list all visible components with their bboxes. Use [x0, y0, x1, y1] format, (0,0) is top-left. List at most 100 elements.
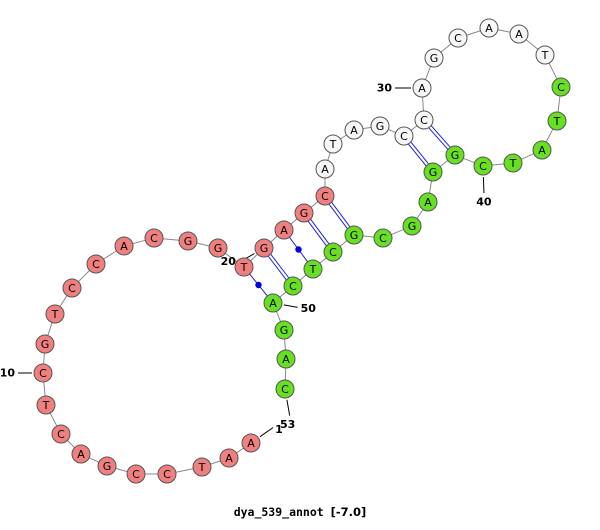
- nucleotide-circle[interactable]: [126, 464, 146, 484]
- nucleotide-circle[interactable]: [219, 448, 239, 468]
- nucleotide-19[interactable]: T: [234, 257, 254, 277]
- nucleotide-51[interactable]: G: [274, 320, 294, 340]
- nucleotide-circle[interactable]: [503, 153, 523, 173]
- nucleotide-circle[interactable]: [254, 238, 274, 258]
- nucleotide-circle[interactable]: [263, 293, 283, 313]
- nucleotide-circle[interactable]: [33, 363, 53, 383]
- nucleotide-48[interactable]: T: [303, 259, 323, 279]
- nucleotide-circle[interactable]: [303, 259, 323, 279]
- nucleotide-24[interactable]: A: [315, 159, 335, 179]
- nucleotide-46[interactable]: G: [344, 225, 364, 245]
- nucleotide-11[interactable]: G: [35, 334, 55, 354]
- nucleotide-43[interactable]: A: [418, 192, 438, 212]
- nucleotide-12[interactable]: T: [45, 304, 65, 324]
- nucleotide-29[interactable]: C: [414, 110, 434, 130]
- nucleotide-47[interactable]: C: [323, 242, 343, 262]
- nucleotide-circle[interactable]: [241, 433, 261, 453]
- nucleotide-49[interactable]: C: [283, 276, 303, 296]
- nucleotide-2[interactable]: A: [219, 448, 239, 468]
- nucleotide-circle[interactable]: [423, 162, 443, 182]
- nucleotide-39[interactable]: T: [503, 153, 523, 173]
- nucleotide-circle[interactable]: [71, 444, 91, 464]
- nucleotide-21[interactable]: A: [274, 220, 294, 240]
- nucleotide-circle[interactable]: [62, 278, 82, 298]
- nucleotide-circle[interactable]: [275, 379, 295, 399]
- nucleotide-4[interactable]: C: [157, 464, 177, 484]
- nucleotide-circle[interactable]: [283, 276, 303, 296]
- nucleotide-circle[interactable]: [315, 159, 335, 179]
- nucleotide-circle[interactable]: [144, 228, 164, 248]
- nucleotide-25[interactable]: T: [323, 134, 343, 154]
- nucleotide-circle[interactable]: [414, 110, 434, 130]
- nucleotide-circle[interactable]: [479, 18, 499, 38]
- nucleotide-42[interactable]: G: [423, 162, 443, 182]
- nucleotide-41[interactable]: G: [445, 145, 465, 165]
- nucleotide-36[interactable]: C: [551, 77, 571, 97]
- nucleotide-45[interactable]: C: [373, 228, 393, 248]
- nucleotide-22[interactable]: G: [294, 203, 314, 223]
- nucleotide-circle[interactable]: [344, 120, 364, 140]
- nucleotide-6[interactable]: G: [97, 456, 117, 476]
- nucleotide-circle[interactable]: [45, 304, 65, 324]
- nucleotide-53[interactable]: C: [275, 379, 295, 399]
- nucleotide-37[interactable]: T: [547, 111, 567, 131]
- nucleotide-circle[interactable]: [86, 254, 106, 274]
- nucleotide-circle[interactable]: [178, 231, 198, 251]
- nucleotide-34[interactable]: A: [509, 24, 529, 44]
- nucleotide-circle[interactable]: [114, 236, 134, 256]
- nucleotide-32[interactable]: C: [448, 28, 468, 48]
- nucleotide-circle[interactable]: [509, 24, 529, 44]
- nucleotide-38[interactable]: A: [532, 140, 552, 160]
- nucleotide-31[interactable]: G: [424, 48, 444, 68]
- nucleotide-14[interactable]: C: [86, 254, 106, 274]
- nucleotide-circle[interactable]: [274, 220, 294, 240]
- nucleotide-13[interactable]: C: [62, 278, 82, 298]
- nucleotide-circle[interactable]: [192, 457, 212, 477]
- nucleotide-7[interactable]: A: [71, 444, 91, 464]
- nucleotide-3[interactable]: T: [192, 457, 212, 477]
- nucleotide-50[interactable]: A: [263, 293, 283, 313]
- nucleotide-17[interactable]: G: [178, 231, 198, 251]
- nucleotide-circle[interactable]: [315, 186, 335, 206]
- nucleotide-circle[interactable]: [97, 456, 117, 476]
- nucleotide-10[interactable]: C: [33, 363, 53, 383]
- nucleotide-circle[interactable]: [535, 45, 555, 65]
- nucleotide-circle[interactable]: [412, 78, 432, 98]
- nucleotide-circle[interactable]: [294, 203, 314, 223]
- nucleotide-circle[interactable]: [370, 116, 390, 136]
- nucleotide-16[interactable]: C: [144, 228, 164, 248]
- nucleotide-8[interactable]: C: [51, 424, 71, 444]
- nucleotide-circle[interactable]: [445, 145, 465, 165]
- nucleotide-30[interactable]: A: [412, 78, 432, 98]
- nucleotide-circle[interactable]: [551, 77, 571, 97]
- nucleotide-circle[interactable]: [402, 216, 422, 236]
- nucleotide-circle[interactable]: [157, 464, 177, 484]
- nucleotide-circle[interactable]: [323, 242, 343, 262]
- nucleotide-circle[interactable]: [532, 140, 552, 160]
- nucleotide-circle[interactable]: [234, 257, 254, 277]
- nucleotide-26[interactable]: A: [344, 120, 364, 140]
- nucleotide-circle[interactable]: [51, 424, 71, 444]
- nucleotide-circle[interactable]: [473, 156, 493, 176]
- nucleotide-circle[interactable]: [394, 126, 414, 146]
- nucleotide-circle[interactable]: [36, 395, 56, 415]
- nucleotide-circle[interactable]: [418, 192, 438, 212]
- nucleotide-circle[interactable]: [448, 28, 468, 48]
- nucleotide-52[interactable]: A: [276, 349, 296, 369]
- nucleotide-circle[interactable]: [344, 225, 364, 245]
- nucleotide-1[interactable]: A: [241, 433, 261, 453]
- nucleotide-circle[interactable]: [547, 111, 567, 131]
- nucleotide-40[interactable]: C: [473, 156, 493, 176]
- nucleotide-18[interactable]: G: [208, 238, 228, 258]
- nucleotide-circle[interactable]: [274, 320, 294, 340]
- nucleotide-circle[interactable]: [373, 228, 393, 248]
- nucleotide-5[interactable]: C: [126, 464, 146, 484]
- nucleotide-33[interactable]: A: [479, 18, 499, 38]
- nucleotide-circle[interactable]: [35, 334, 55, 354]
- nucleotide-27[interactable]: G: [370, 116, 390, 136]
- nucleotide-circle[interactable]: [323, 134, 343, 154]
- nucleotide-35[interactable]: T: [535, 45, 555, 65]
- nucleotide-23[interactable]: C: [315, 186, 335, 206]
- nucleotide-9[interactable]: T: [36, 395, 56, 415]
- nucleotide-44[interactable]: G: [402, 216, 422, 236]
